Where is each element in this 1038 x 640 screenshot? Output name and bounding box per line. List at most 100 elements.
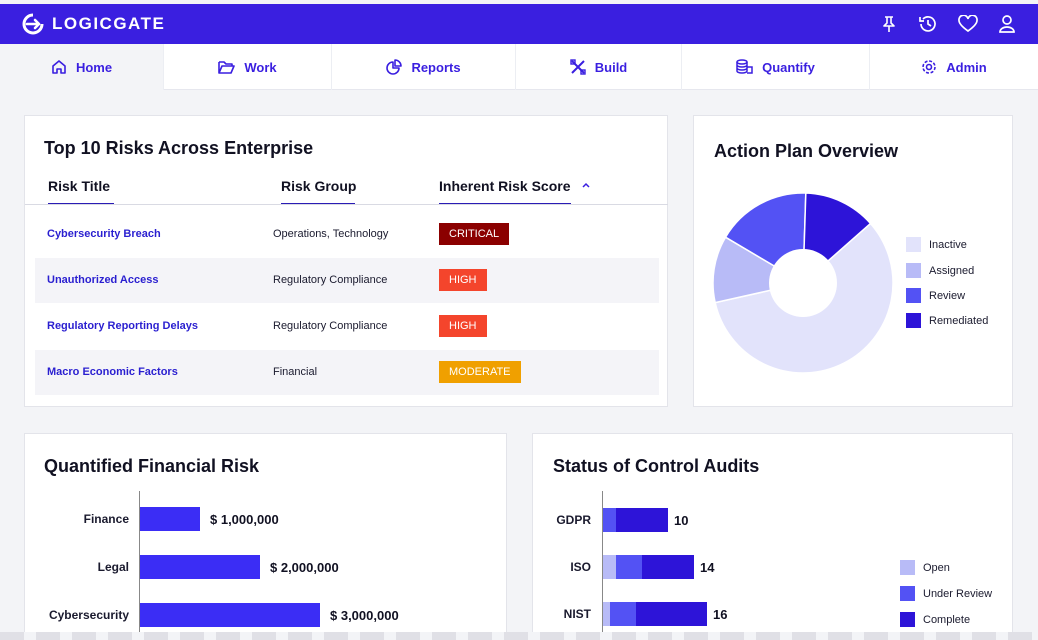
bar-value-label: $ 2,000,000 <box>270 560 339 575</box>
top-risks-title: Top 10 Risks Across Enterprise <box>44 138 314 158</box>
action-plan-title: Action Plan Overview <box>714 141 899 161</box>
bar-legal[interactable] <box>140 555 260 579</box>
score-badge-critical: CRITICAL <box>439 223 510 245</box>
audit-total-label: 16 <box>713 607 728 622</box>
nav-work[interactable]: Work <box>164 44 332 90</box>
risk-group-cell: Regulatory Compliance <box>273 320 388 332</box>
audit-seg-nist-under-review[interactable] <box>609 602 636 626</box>
pin-icon[interactable] <box>880 15 898 33</box>
table-divider <box>25 204 668 205</box>
audit-seg-iso-complete[interactable] <box>642 555 694 579</box>
risk-group-cell: Operations, Technology <box>273 228 389 240</box>
history-icon[interactable] <box>918 14 938 34</box>
audits-axis <box>602 491 603 640</box>
nav-build[interactable]: Build <box>516 44 682 90</box>
score-badge-high: HIGH <box>439 315 487 337</box>
legend-label: Under Review <box>923 587 993 600</box>
financial-risk-card: Quantified Financial Risk Finance $ 1,000… <box>24 433 507 640</box>
gear-icon <box>922 60 937 74</box>
bar-category-label: Finance <box>83 512 129 526</box>
audit-category-label: GDPR <box>556 513 591 527</box>
audit-seg-nist-complete[interactable] <box>635 602 707 626</box>
risk-title-link[interactable]: Unauthorized Access <box>47 274 159 286</box>
audit-seg-gdpr-complete[interactable] <box>616 508 668 532</box>
nav-work-label: Work <box>244 59 277 75</box>
score-badge-moderate: MODERATE <box>439 361 521 383</box>
bar-value-label: $ 3,000,000 <box>330 608 399 623</box>
nav-reports[interactable]: Reports <box>332 44 516 90</box>
heart-icon[interactable] <box>958 15 978 33</box>
table-row[interactable]: Cybersecurity Breach Operations, Technol… <box>35 212 659 257</box>
bar-finance[interactable] <box>140 507 200 531</box>
legend-open: Open <box>900 560 950 575</box>
legend-swatch <box>900 560 915 575</box>
header-risk-title[interactable]: Risk Title <box>48 178 110 194</box>
action-plan-card: Action Plan Overview Inactive Assigned R… <box>693 115 1013 407</box>
nav-home-label: Home <box>75 59 113 75</box>
coins-icon <box>736 59 753 74</box>
legend-swatch <box>900 612 915 627</box>
table-row[interactable]: Regulatory Reporting Delays Regulatory C… <box>35 304 659 349</box>
legend-swatch <box>906 237 921 252</box>
risk-group-cell: Regulatory Compliance <box>273 274 388 286</box>
audit-total-label: 10 <box>674 513 689 528</box>
tools-icon <box>570 59 586 75</box>
legend-under-review: Under Review <box>900 586 992 601</box>
legend-swatch <box>906 288 921 303</box>
legend-remediated: Remediated <box>906 313 988 328</box>
legend-inactive: Inactive <box>906 237 967 252</box>
legend-label: Review <box>929 289 966 302</box>
header-risk-group[interactable]: Risk Group <box>281 178 357 194</box>
financial-risk-title: Quantified Financial Risk <box>44 456 260 476</box>
nav-home[interactable]: Home <box>0 44 164 90</box>
bar-value-label: $ 1,000,000 <box>210 512 279 527</box>
risk-title-link[interactable]: Regulatory Reporting Delays <box>47 320 198 332</box>
legend-label: Inactive <box>929 238 967 251</box>
nav-quantify-label: Quantify <box>762 59 815 75</box>
audit-total-label: 14 <box>700 560 715 575</box>
control-audits-card: Status of Control Audits GDPR 10 ISO 14 NIST… <box>532 433 1013 640</box>
legend-label: Assigned <box>929 264 975 277</box>
legend-review: Review <box>906 288 965 303</box>
risk-title-link[interactable]: Cybersecurity Breach <box>47 228 161 240</box>
top-bar: LOGICGATE <box>0 4 1038 44</box>
audit-seg-gdpr-under-review[interactable] <box>603 508 616 532</box>
audit-category-label: NIST <box>563 607 591 621</box>
legend-assigned: Assigned <box>906 263 974 278</box>
bar-category-label: Cybersecurity <box>48 608 129 622</box>
logo[interactable]: LOGICGATE <box>22 13 165 35</box>
pie-chart-icon <box>386 59 403 75</box>
financial-axis <box>139 491 140 640</box>
audit-seg-iso-open[interactable] <box>603 555 616 579</box>
logicgate-logo-icon <box>22 13 44 35</box>
legend-complete: Complete <box>900 612 970 627</box>
audit-category-label: ISO <box>570 560 591 574</box>
nav-reports-label: Reports <box>411 59 461 75</box>
legend-swatch <box>906 263 921 278</box>
user-icon[interactable] <box>998 14 1016 34</box>
legend-label: Complete <box>923 613 971 626</box>
audit-seg-nist-open[interactable] <box>603 602 610 626</box>
risk-group-cell: Financial <box>273 366 318 378</box>
header-risk-score[interactable]: Inherent Risk Score <box>439 178 571 194</box>
action-plan-donut-chart <box>712 192 894 374</box>
legend-swatch <box>900 586 915 601</box>
nav-admin[interactable]: Admin <box>870 44 1038 90</box>
bar-cybersecurity[interactable] <box>140 603 320 627</box>
folder-icon <box>218 60 236 74</box>
nav-build-label: Build <box>594 59 628 75</box>
legend-swatch <box>906 313 921 328</box>
sort-chevron-icon[interactable] <box>581 181 591 191</box>
score-badge-high: HIGH <box>439 269 487 291</box>
nav-admin-label: Admin <box>946 59 987 75</box>
legend-label: Open <box>923 561 950 574</box>
legend-label: Remediated <box>929 314 989 327</box>
control-audits-title: Status of Control Audits <box>553 456 760 476</box>
table-row[interactable]: Macro Economic Factors Financial MODERAT… <box>35 350 659 395</box>
audit-seg-iso-under-review[interactable] <box>616 555 642 579</box>
brand-name: LOGICGATE <box>52 14 166 33</box>
risk-title-link[interactable]: Macro Economic Factors <box>47 366 178 378</box>
table-row[interactable]: Unauthorized Access Regulatory Complianc… <box>35 258 659 303</box>
nav-quantify[interactable]: Quantify <box>682 44 870 90</box>
home-icon <box>52 60 66 74</box>
